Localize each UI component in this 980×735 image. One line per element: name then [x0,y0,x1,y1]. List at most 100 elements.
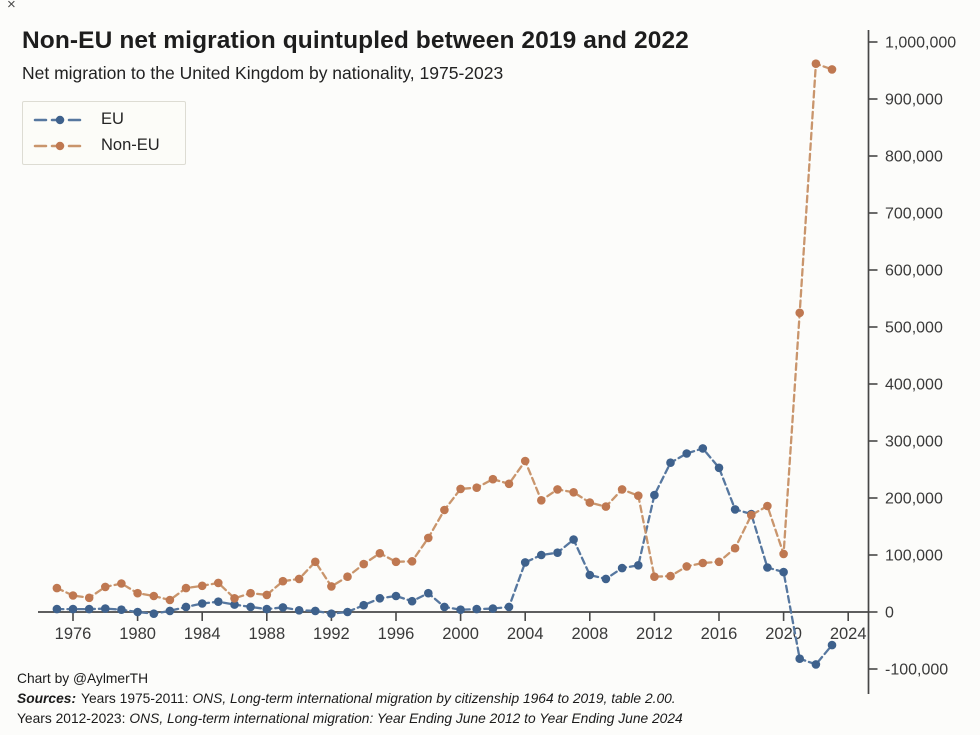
eu-point [197,599,207,608]
sources-label: Sources: [17,691,77,707]
eu-point [811,660,821,669]
non-eu-point [488,474,498,484]
non-eu-point [246,588,255,598]
eu-point [68,604,78,614]
x-tick-label: 2000 [442,625,479,643]
non-eu-point [359,559,369,569]
non-eu-point [634,491,643,501]
legend-label-eu: EU [101,110,124,128]
y-tick-label: 0 [885,605,894,622]
y-tick-label: 600,000 [885,263,943,280]
x-tick-label: 1976 [55,625,92,643]
non-eu-point [714,557,724,567]
non-eu-point [165,595,175,605]
sources-line-1: Sources: Years 1975-2011: ONS, Long-term i… [17,690,683,707]
non-eu-point [811,59,821,68]
non-eu-point [779,549,788,559]
eu-point [375,594,385,603]
eu-point [650,490,659,500]
non-eu-point [569,488,578,497]
eu-point [827,640,837,650]
non-eu-point [327,582,336,591]
eu-point [440,602,449,612]
eu-point [795,654,804,663]
non-eu-point [456,484,465,494]
sources-line-2: Years 2012-2023: ONS, Long-term internati… [17,710,683,727]
eu-point [698,444,708,453]
x-tick-label: 2012 [636,625,673,643]
non-eu-point [730,543,740,553]
non-eu-point [666,571,675,581]
eu-point [730,505,740,514]
non-eu-point [585,498,595,507]
non-eu-line [55,62,834,602]
non-eu-point [230,594,239,603]
non-eu-point [149,591,159,601]
eu-point [553,548,562,557]
eu-point [537,550,546,560]
eu-point [343,607,352,617]
non-eu-point [391,557,401,567]
eu-point [214,597,223,606]
eu-point [101,604,110,613]
eu-point [52,604,62,614]
non-eu-point [504,479,514,489]
non-eu-point [84,593,94,603]
non-eu-point [181,583,191,593]
x-tick-label: 2008 [571,625,608,643]
y-tick-label: -100,000 [885,662,948,679]
non-eu-point [472,483,482,493]
eu-point [585,570,595,580]
non-eu-point [650,572,659,581]
y-tick-label: 1,000,000 [885,35,956,52]
eu-point [230,600,239,609]
x-tick-label: 1980 [119,625,156,643]
eu-point [149,609,159,618]
legend-item-non-eu: Non-EU [33,136,175,155]
sources-2-text: ONS, Long-term international migration: … [129,711,683,727]
non-eu-point [827,65,837,74]
y-tick-label: 100,000 [885,548,943,565]
eu-point [617,563,627,573]
eu-point [262,604,272,614]
close-icon[interactable]: × [7,0,16,13]
eu-point [763,563,772,572]
non-eu-point [440,505,449,515]
non-eu-point [214,578,223,588]
chart-subtitle: Net migration to the United Kingdom by n… [22,63,504,83]
eu-point [311,606,320,616]
non-eu-point [375,549,385,558]
non-eu-point [537,496,546,505]
non-eu-point [424,533,433,543]
eu-point [779,567,788,577]
sources-1-years: Years 1975-2011: [81,691,189,707]
non-eu-point [520,456,530,466]
y-tick-label: 700,000 [885,206,943,223]
eu-point [601,574,611,584]
eu-line-swatch [33,115,87,124]
non-eu-point [311,557,320,567]
non-eu-point [747,510,756,520]
eu-point [359,600,369,610]
legend: EU Non-EU [22,101,186,165]
eu-point [520,558,530,567]
non-eu-line-swatch [33,141,87,150]
sources-2-years: Years 2012-2023: [17,711,126,727]
eu-point [424,588,433,598]
x-tick-label: 2020 [765,625,802,643]
legend-item-eu: EU [33,110,175,129]
x-tick-label: 1992 [313,625,350,643]
eu-point [391,591,401,601]
y-tick-label: 300,000 [885,434,943,451]
y-tick-label: 900,000 [885,92,943,109]
eu-point [84,604,94,614]
non-eu-point [795,308,804,318]
chart-credit: Chart by @AylmerTH [17,671,149,686]
x-tick-label: 2024 [830,625,867,643]
chart-title: Non-EU net migration quintupled between … [22,27,689,54]
y-tick-label: 400,000 [885,377,943,394]
eu-point [504,602,514,612]
eu-point [117,605,126,614]
non-eu-point [407,557,417,566]
